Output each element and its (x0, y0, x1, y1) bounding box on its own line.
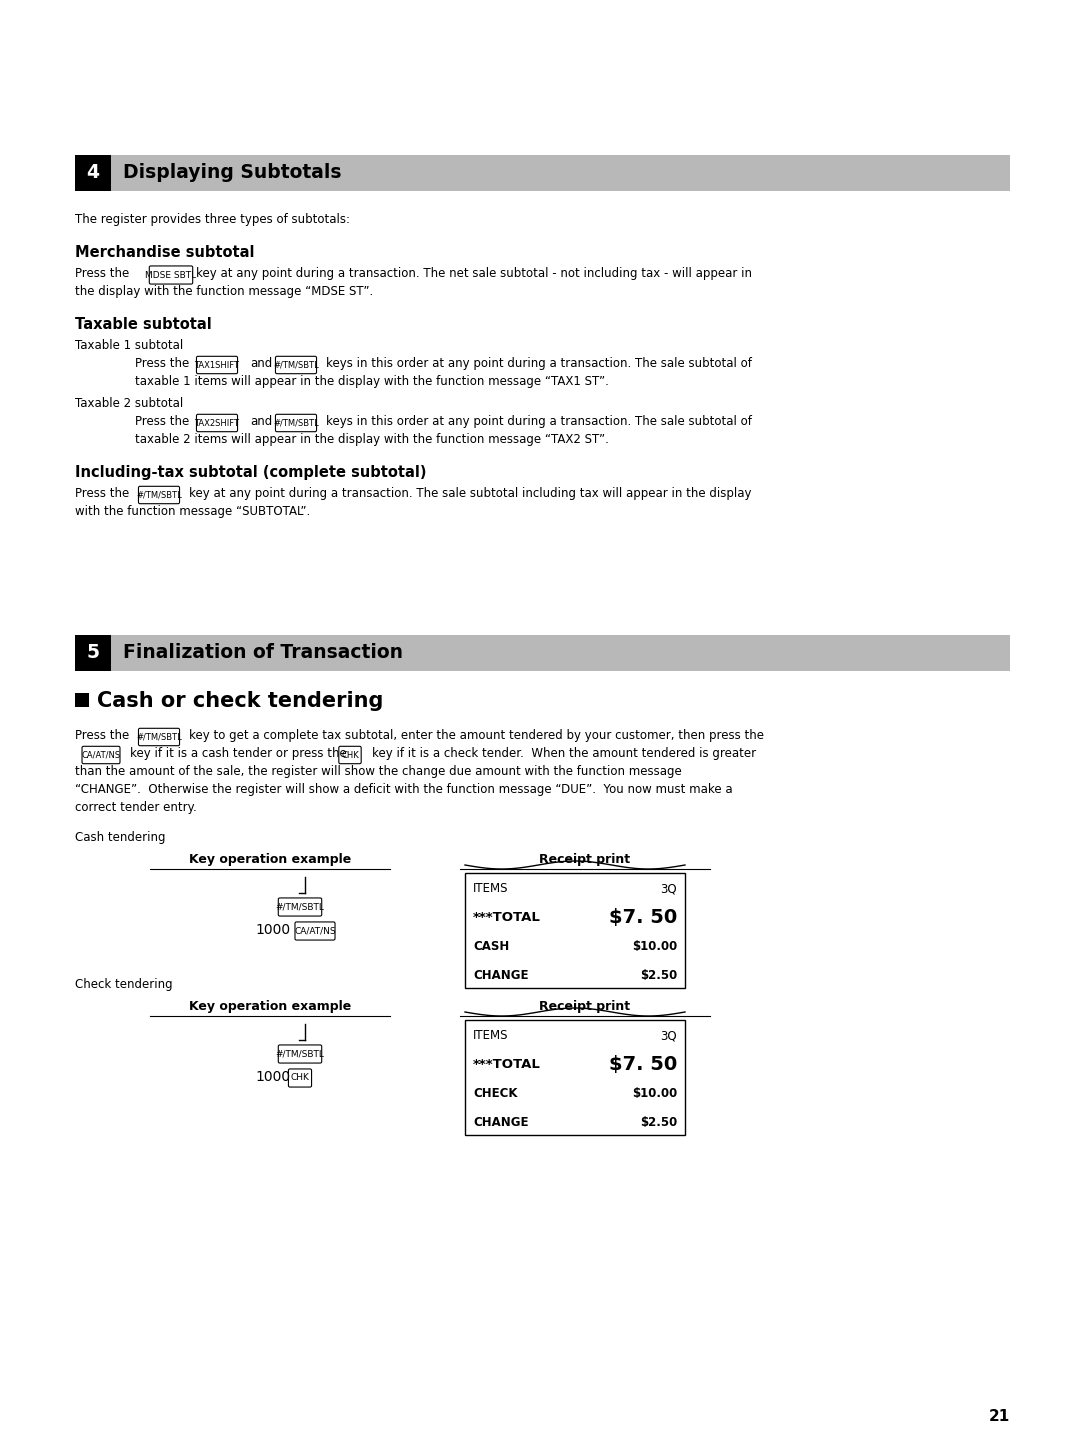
Bar (75, 694, 89, 707)
Text: Press the: Press the (75, 487, 130, 500)
Text: Key operation example: Key operation example (189, 853, 351, 867)
Text: The register provides three types of subtotals:: The register provides three types of sub… (75, 212, 350, 225)
FancyBboxPatch shape (149, 266, 192, 284)
Text: ***TOTAL: ***TOTAL (473, 912, 541, 925)
Text: 3Q: 3Q (660, 1029, 677, 1043)
FancyBboxPatch shape (288, 1069, 311, 1088)
Text: key at any point during a transaction. The sale subtotal including tax will appe: key at any point during a transaction. T… (189, 487, 752, 500)
Text: #/TM/SBTL: #/TM/SBTL (273, 361, 319, 369)
Text: Taxable 1 subtotal: Taxable 1 subtotal (75, 339, 184, 352)
Text: #/TM/SBTL: #/TM/SBTL (275, 1050, 324, 1059)
Text: 5: 5 (86, 644, 99, 663)
FancyBboxPatch shape (138, 728, 179, 746)
Text: and: and (249, 414, 272, 427)
Text: Receipt print: Receipt print (539, 1000, 631, 1013)
Text: $10.00: $10.00 (632, 1086, 677, 1099)
FancyBboxPatch shape (197, 414, 238, 432)
Text: key if it is a cash tender or press the: key if it is a cash tender or press the (130, 747, 347, 760)
Text: keys in this order at any point during a transaction. The sale subtotal of: keys in this order at any point during a… (326, 358, 752, 369)
Text: and: and (249, 358, 272, 369)
Text: Cash or check tendering: Cash or check tendering (97, 691, 383, 711)
Text: ITEMS: ITEMS (473, 883, 509, 896)
FancyBboxPatch shape (197, 356, 238, 374)
FancyBboxPatch shape (275, 356, 316, 374)
FancyBboxPatch shape (279, 1045, 322, 1063)
Text: Cash tendering: Cash tendering (75, 832, 165, 843)
Text: ITEMS: ITEMS (473, 1029, 509, 1043)
Text: Check tendering: Check tendering (75, 979, 173, 992)
Text: Finalization of Transaction: Finalization of Transaction (123, 644, 403, 663)
Text: #/TM/SBTL: #/TM/SBTL (136, 733, 181, 742)
Bar (75, 156, 111, 190)
Text: 3Q: 3Q (660, 883, 677, 896)
Text: taxable 2 items will appear in the display with the function message “TAX2 ST”.: taxable 2 items will appear in the displ… (135, 433, 609, 446)
Text: $7. 50: $7. 50 (609, 909, 677, 928)
FancyBboxPatch shape (138, 486, 179, 503)
Text: $2.50: $2.50 (639, 1115, 677, 1128)
Bar (75, 635, 111, 670)
Text: CA/AT/NS: CA/AT/NS (294, 926, 336, 935)
Text: Receipt print: Receipt print (539, 853, 631, 867)
Text: 1000: 1000 (255, 1070, 291, 1085)
Text: 4: 4 (86, 163, 99, 183)
Text: Displaying Subtotals: Displaying Subtotals (123, 163, 341, 183)
FancyBboxPatch shape (295, 922, 335, 941)
Text: with the function message “SUBTOTAL”.: with the function message “SUBTOTAL”. (75, 505, 310, 518)
Text: correct tender entry.: correct tender entry. (75, 801, 197, 814)
Text: CA/AT/NS: CA/AT/NS (81, 750, 121, 759)
Text: Taxable 2 subtotal: Taxable 2 subtotal (75, 397, 184, 410)
Text: TAX1SHIFT: TAX1SHIFT (194, 361, 240, 369)
Text: taxable 1 items will appear in the display with the function message “TAX1 ST”.: taxable 1 items will appear in the displ… (135, 375, 609, 388)
Text: the display with the function message “MDSE ST”.: the display with the function message “M… (75, 285, 374, 298)
Bar (465, 872, 685, 989)
Text: CASH: CASH (473, 939, 510, 952)
Text: $2.50: $2.50 (639, 968, 677, 981)
Bar (75, 156, 1010, 190)
Text: key to get a complete tax subtotal, enter the amount tendered by your customer, : key to get a complete tax subtotal, ente… (189, 728, 764, 742)
Text: $7. 50: $7. 50 (609, 1056, 677, 1075)
Text: Press the: Press the (75, 268, 130, 281)
Text: TAX2SHIFT: TAX2SHIFT (194, 419, 240, 427)
Text: CHANGE: CHANGE (473, 968, 528, 981)
Text: Merchandise subtotal: Merchandise subtotal (75, 246, 255, 260)
Text: CHANGE: CHANGE (473, 1115, 528, 1128)
Bar (75, 635, 1010, 670)
Text: #/TM/SBTL: #/TM/SBTL (275, 903, 324, 912)
FancyBboxPatch shape (82, 746, 120, 763)
Text: key if it is a check tender.  When the amount tendered is greater: key if it is a check tender. When the am… (372, 747, 756, 760)
Text: than the amount of the sale, the register will show the change due amount with t: than the amount of the sale, the registe… (75, 765, 681, 778)
Text: MDSE SBTL: MDSE SBTL (146, 270, 197, 279)
FancyBboxPatch shape (279, 899, 322, 916)
Text: Taxable subtotal: Taxable subtotal (75, 317, 212, 332)
Bar (465, 1021, 685, 1136)
Text: CHK: CHK (341, 750, 359, 759)
Text: ***TOTAL: ***TOTAL (473, 1059, 541, 1072)
Text: Including-tax subtotal (complete subtotal): Including-tax subtotal (complete subtota… (75, 465, 427, 480)
Text: CHECK: CHECK (473, 1086, 517, 1099)
Text: Press the: Press the (75, 728, 130, 742)
Text: CHK: CHK (291, 1073, 310, 1082)
Text: key at any point during a transaction. The net sale subtotal - not including tax: key at any point during a transaction. T… (197, 268, 752, 281)
Text: 1000: 1000 (255, 923, 291, 936)
FancyBboxPatch shape (275, 414, 316, 432)
Text: 21: 21 (989, 1409, 1010, 1423)
Text: Key operation example: Key operation example (189, 1000, 351, 1013)
Text: $10.00: $10.00 (632, 939, 677, 952)
Text: #/TM/SBTL: #/TM/SBTL (136, 490, 181, 500)
FancyBboxPatch shape (339, 746, 361, 763)
Text: Press the: Press the (135, 358, 189, 369)
Text: #/TM/SBTL: #/TM/SBTL (273, 419, 319, 427)
Text: keys in this order at any point during a transaction. The sale subtotal of: keys in this order at any point during a… (326, 414, 752, 427)
Text: Press the: Press the (135, 414, 189, 427)
Text: “CHANGE”.  Otherwise the register will show a deficit with the function message : “CHANGE”. Otherwise the register will sh… (75, 784, 732, 795)
